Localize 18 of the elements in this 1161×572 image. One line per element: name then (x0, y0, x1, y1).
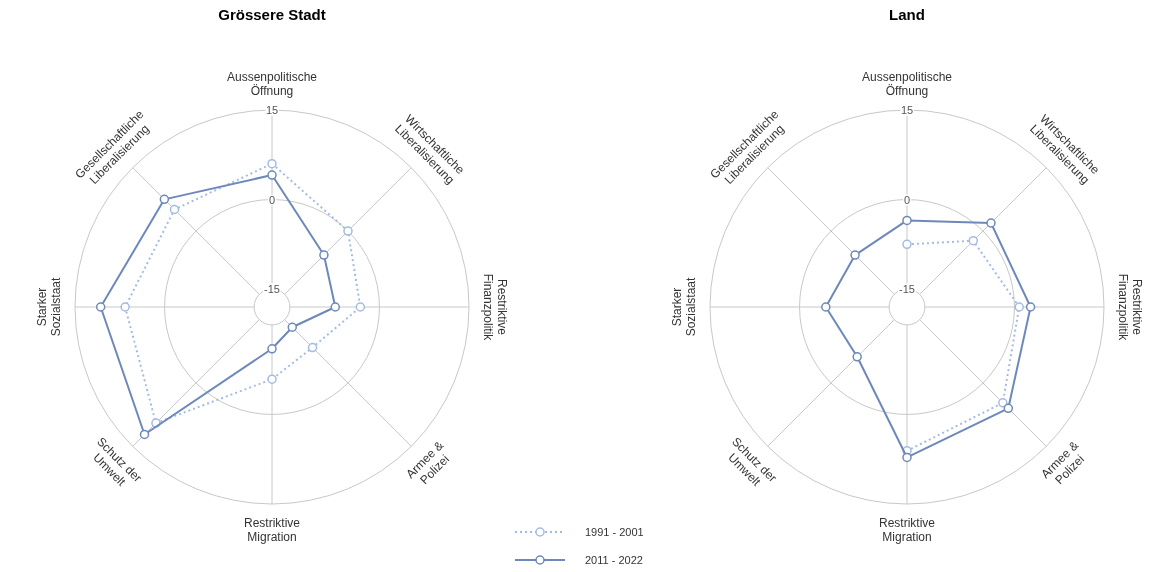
y-tick-label: -15 (264, 283, 280, 296)
spoke-label: Starker Sozialstaat (670, 276, 698, 337)
chart-title: Land (889, 6, 925, 23)
spoke-label: Restriktive Finanzpolitik (481, 273, 509, 342)
y-tick-label: 15 (900, 104, 914, 116)
spoke-label: Starker Sozialstaat (35, 276, 63, 337)
legend-label: 1991 - 2001 (585, 526, 644, 538)
spoke-label: Restriktive Migration (878, 516, 936, 544)
y-tick-label: -15 (899, 283, 915, 296)
y-tick-label: 0 (903, 193, 911, 206)
spoke-label: Aussenpolitische Öffnung (861, 70, 953, 98)
legend-label: 2011 - 2022 (585, 554, 643, 566)
chart-title: Grössere Stadt (218, 6, 326, 23)
spoke-label: Restriktive Migration (243, 516, 301, 544)
spoke-label: Restriktive Finanzpolitik (1116, 273, 1144, 342)
y-tick-label: 15 (265, 104, 279, 116)
spoke-label: Aussenpolitische Öffnung (226, 70, 318, 98)
y-tick-label: 0 (268, 193, 276, 206)
